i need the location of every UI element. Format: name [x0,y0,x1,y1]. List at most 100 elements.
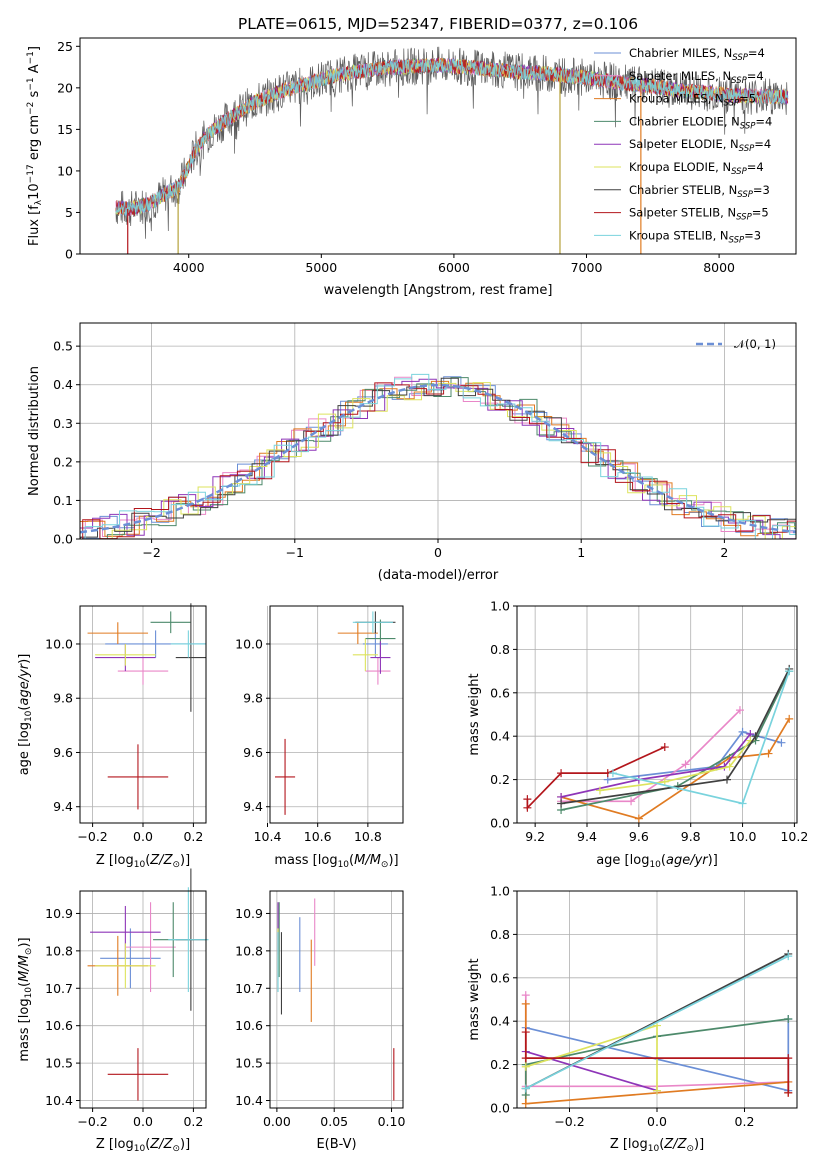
weight-point [784,1015,793,1024]
y-tick-label: 0.4 [53,377,73,392]
x-tick-label: 9.2 [525,829,545,844]
y-tick-label: 0.4 [490,1014,510,1029]
weight-point [521,1062,530,1071]
y-tick-label: 1.0 [490,884,510,899]
y-tick-label: 5 [65,205,73,220]
weight-point [608,769,617,778]
y-tick-label: 10.7 [235,981,263,996]
x-tick-label: −0.2 [77,1114,107,1129]
weight-point [557,799,566,808]
y-tick-label: 0.4 [490,729,510,744]
weight-point [785,667,794,676]
x-tick-label: 0.2 [183,1114,203,1129]
y-tick-label: 10.8 [235,943,263,958]
spectrum-lines [115,46,789,254]
y-tick-label: 0.1 [53,493,73,508]
weight-point [523,795,532,804]
x-axis-label: E(B-V) [316,1137,356,1152]
weight-point [735,706,744,715]
y-tick-label: 10.9 [235,906,263,921]
weight-point [660,743,669,752]
figure-title: PLATE=0615, MJD=52347, FIBERID=0377, z=0… [238,15,638,33]
legend-entry: Chabrier ELODIE, NSSP=4 [629,114,772,131]
weight-point [521,999,530,1008]
weight-point [634,814,643,823]
x-tick-label: −0.2 [554,1114,584,1129]
y-tick-label: 10.6 [235,1018,263,1033]
y-tick-label: 0.2 [53,454,73,469]
y-tick-label: 10.4 [235,1093,263,1108]
y-tick-label: 9.6 [243,745,263,760]
y-tick-label: 10.4 [45,1093,73,1108]
residual-histogram [80,382,796,539]
weight-series-line [607,730,782,781]
residual-histogram [80,373,796,539]
y-tick-label: 0.0 [490,1101,510,1116]
weight-point [521,1084,530,1093]
residual-histogram [80,380,796,539]
y-axis-label: mass [log10(M/M⊙)] [17,937,34,1061]
weight-point [627,797,636,806]
mass-vs-ebv-panel: 0.00 0.05 0.10 10.4 10.5 10.6 10.7 10.8 10.9 E(B-… [235,890,405,1152]
y-tick-label: 0.0 [53,532,73,547]
weight-series-line [525,955,789,1090]
x-tick-label: 2 [720,545,728,560]
x-tick-label: 10.6 [304,829,332,844]
x-axis-label: Z [log10(Z/Z⊙)] [610,1137,704,1154]
y-axis-label: age [log10(age/yr)] [17,654,34,776]
weight-point [595,786,604,795]
x-tick-label: 0.0 [133,1114,153,1129]
y-tick-label: 9.4 [53,799,73,814]
weight-point [653,1086,661,1095]
axes-frame [269,605,404,824]
weight-series-line [560,668,790,805]
residual-histogram [80,377,796,539]
x-axis-label: wavelength [Angstrom, rest frame] [324,283,553,298]
y-axis-label: Flux [fλ10−17 erg cm−2 s−1 A−1] [26,46,44,246]
x-tick-label: 0.0 [647,1114,667,1129]
axes-frame [79,890,207,1109]
x-tick-label: 0 [434,545,442,560]
y-tick-label: 10.5 [45,1056,73,1071]
y-tick-label: 1.0 [490,599,510,614]
spectrum-kroupa-stelib [115,58,789,217]
residual-histogram [80,377,796,539]
weight-point [738,799,747,808]
x-axis-label: age [log10(age/yr)] [596,853,718,870]
y-tick-label: 10.7 [45,981,73,996]
y-tick-label: 0 [65,247,73,262]
y-tick-label: 10.6 [45,1018,73,1033]
y-tick-label: 10.8 [45,943,73,958]
legend-entry: Chabrier STELIB, NSSP=3 [629,183,770,200]
x-tick-label: 9.4 [577,829,597,844]
x-axis-label: mass [log10(M/M⊙)] [274,853,398,870]
weight-vs-metallicity-panel: −0.2 0.0 0.2 0.0 0.2 0.4 0.6 0.8 1.0 Z [log10(Z/Z… [467,884,798,1154]
weight-point [523,803,532,812]
y-tick-label: 0.8 [490,642,510,657]
legend-entry: Salpeter STELIB, NSSP=5 [629,206,769,223]
residual-histogram [82,382,796,539]
legend-entry: Chabrier MILES, NSSP=4 [629,46,765,63]
age-vs-metallicity-panel: −0.2 0.0 0.2 9.4 9.6 9.8 10.0 Z [log10(Z/Z⊙)] ag… [17,603,207,870]
weight-series-line [560,733,751,798]
weight-series-line [599,739,751,792]
x-tick-label: 4000 [173,260,205,275]
x-tick-label: 6000 [438,260,470,275]
axes-frame [79,37,797,255]
x-tick-label: 8000 [703,260,735,275]
y-tick-label: 10 [57,163,73,178]
x-tick-label: 5000 [305,260,337,275]
y-tick-label: 0.2 [490,772,510,787]
y-tick-label: 0.6 [490,685,510,700]
weight-point [784,952,793,961]
axes-frame [79,322,797,540]
x-tick-label: −0.2 [77,829,107,844]
weight-point [723,775,731,784]
y-tick-label: 0.0 [490,816,510,831]
y-tick-label: 0.3 [53,416,73,431]
weight-point [557,769,566,778]
y-tick-label: 9.8 [53,691,73,706]
x-tick-label: 1 [577,545,585,560]
weight-point [521,1099,530,1108]
legend-entry: 𝒩(0, 1) [734,337,776,351]
